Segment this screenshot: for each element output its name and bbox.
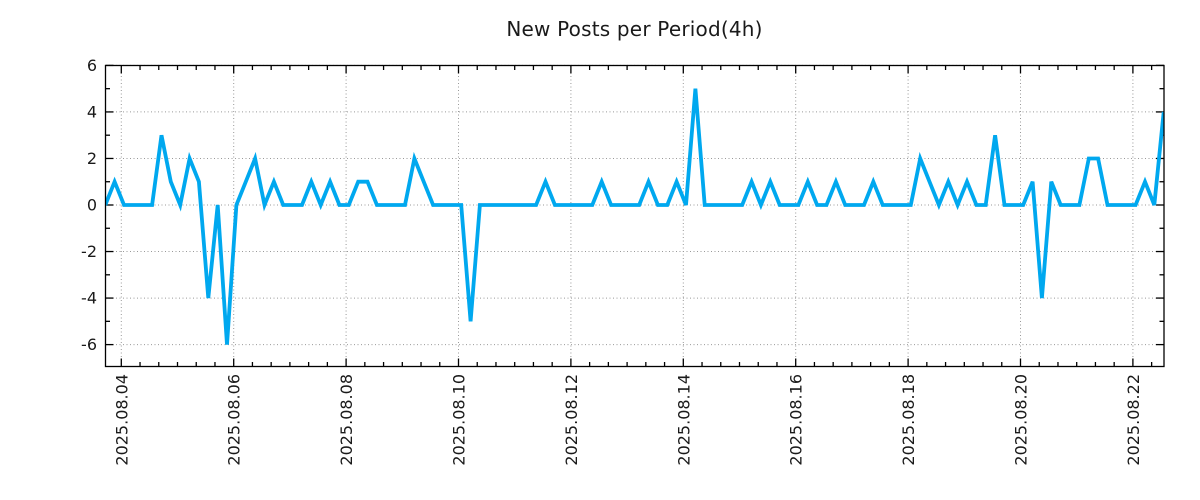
y-tick-label: 2 bbox=[87, 149, 97, 168]
x-tick-label: 2025.08.08 bbox=[337, 374, 356, 466]
x-tick-label: 2025.08.12 bbox=[562, 374, 581, 466]
y-tick-label: -4 bbox=[81, 289, 97, 308]
y-tick-label: 0 bbox=[87, 196, 97, 215]
axis-labels: 2025.08.04 2025.08.06 2025.08.08 2025.08.10… bbox=[81, 56, 1143, 466]
x-tick-label: 2025.08.14 bbox=[674, 374, 693, 466]
x-tick-label: 2025.08.18 bbox=[899, 374, 918, 466]
series-line bbox=[105, 88, 1164, 345]
y-tick-label: 4 bbox=[87, 102, 97, 121]
x-tick-label: 2025.08.06 bbox=[225, 374, 244, 466]
x-tick-label: 2025.08.04 bbox=[112, 374, 131, 466]
axis-ticks bbox=[105, 64, 1164, 367]
y-tick-label: -6 bbox=[81, 335, 97, 354]
grid-lines bbox=[105, 64, 1164, 367]
x-tick-label: 2025.08.10 bbox=[450, 374, 469, 466]
chart-title: New Posts per Period(4h) bbox=[506, 17, 763, 41]
y-tick-label: 6 bbox=[87, 56, 97, 75]
x-tick-label: 2025.08.16 bbox=[787, 374, 806, 466]
y-tick-label: -2 bbox=[81, 242, 97, 261]
plot-border bbox=[104, 64, 1165, 368]
x-tick-label: 2025.08.20 bbox=[1012, 374, 1031, 466]
x-tick-label: 2025.08.22 bbox=[1124, 374, 1143, 466]
